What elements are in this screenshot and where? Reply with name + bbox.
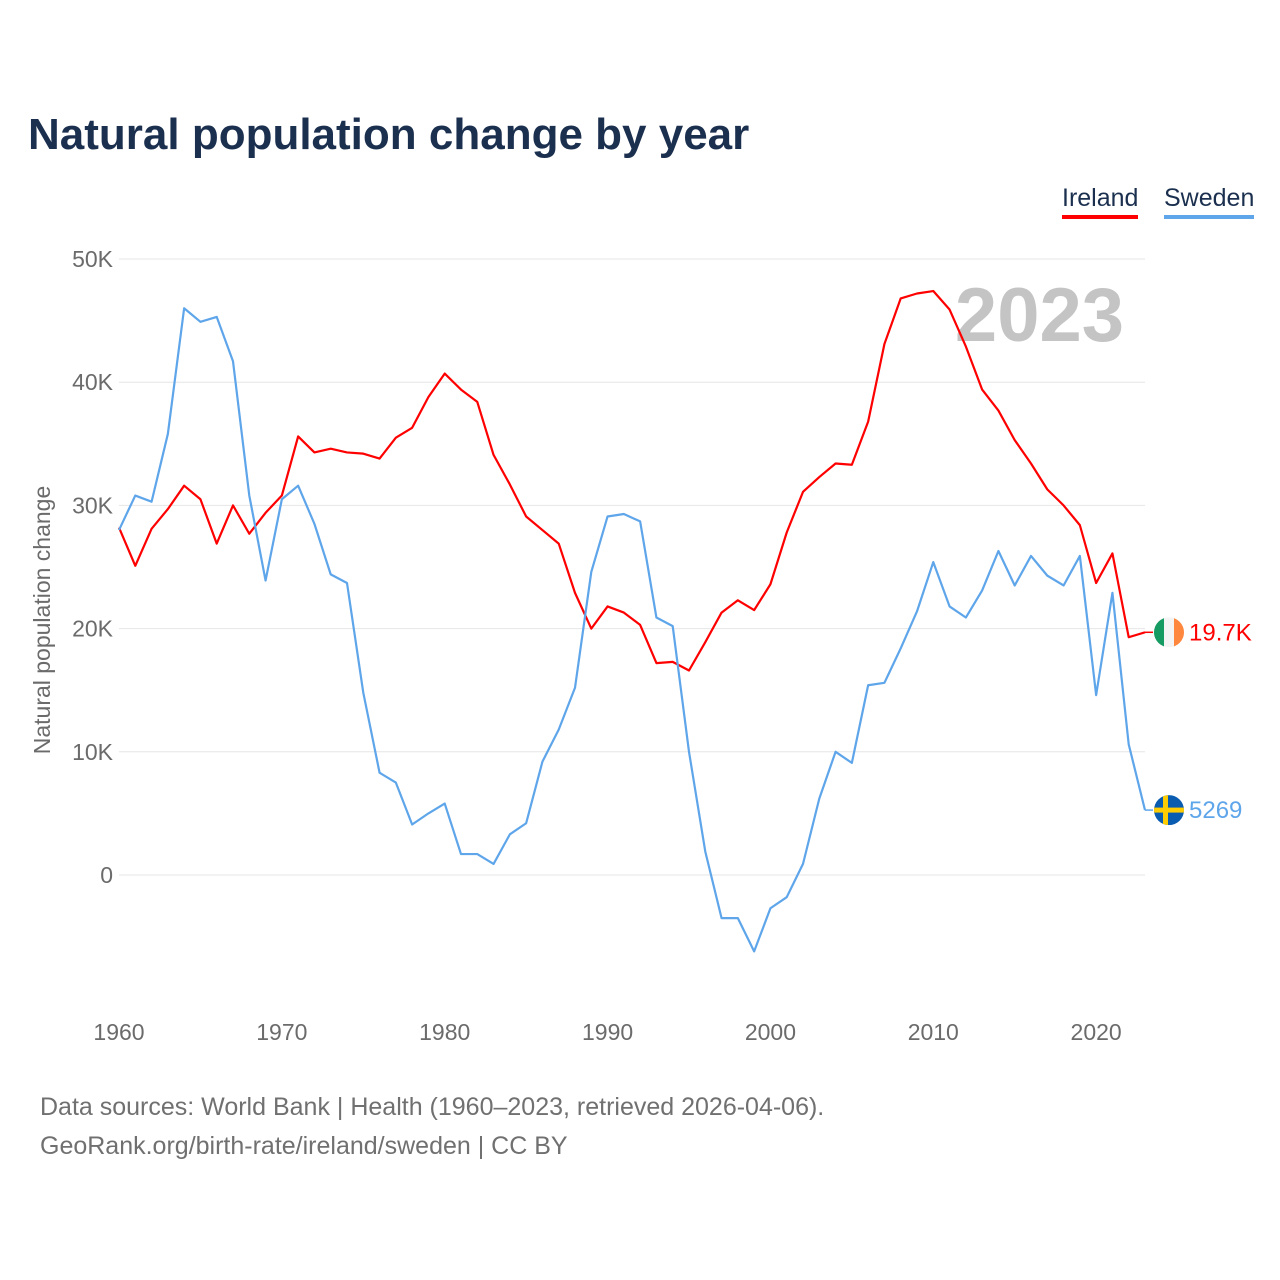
y-axis-label: Natural population change <box>29 486 55 755</box>
legend-ireland[interactable]: Ireland <box>1062 184 1139 219</box>
y-tick-label: 10K <box>72 739 114 765</box>
series-line-sweden <box>118 307 1147 953</box>
end-value-label-ireland: 19.7K <box>1189 619 1252 646</box>
sweden-flag-icon <box>1154 795 1184 826</box>
chart-title: Natural population change by year <box>28 110 750 159</box>
y-tick-label: 40K <box>72 369 114 395</box>
y-tick-label: 0 <box>100 862 113 888</box>
series-line-ireland <box>117 289 1146 672</box>
x-tick-label: 2000 <box>745 1019 796 1045</box>
source-line-1: Data sources: World Bank | Health (1960–… <box>40 1093 825 1121</box>
x-tick-label: 1990 <box>582 1019 633 1045</box>
end-value-label-sweden: 5269 <box>1189 797 1242 824</box>
y-tick-label: 30K <box>72 492 114 518</box>
x-tick-label: 2010 <box>908 1019 959 1045</box>
x-tick-label: 1960 <box>93 1019 144 1045</box>
ireland-flag-icon <box>1154 617 1184 648</box>
year-watermark: 2023 <box>955 273 1124 358</box>
x-tick-label: 1980 <box>419 1019 470 1045</box>
legend-sweden[interactable]: Sweden <box>1164 184 1255 219</box>
x-tick-label: 1970 <box>256 1019 307 1045</box>
source-note: Data sources: World Bank | Health (1960–… <box>40 1088 824 1166</box>
y-tick-label: 20K <box>72 616 114 642</box>
y-tick-label: 50K <box>72 246 114 272</box>
x-tick-label: 2020 <box>1071 1019 1122 1045</box>
source-line-2[interactable]: GeoRank.org/birth-rate/ireland/sweden | … <box>40 1132 568 1160</box>
